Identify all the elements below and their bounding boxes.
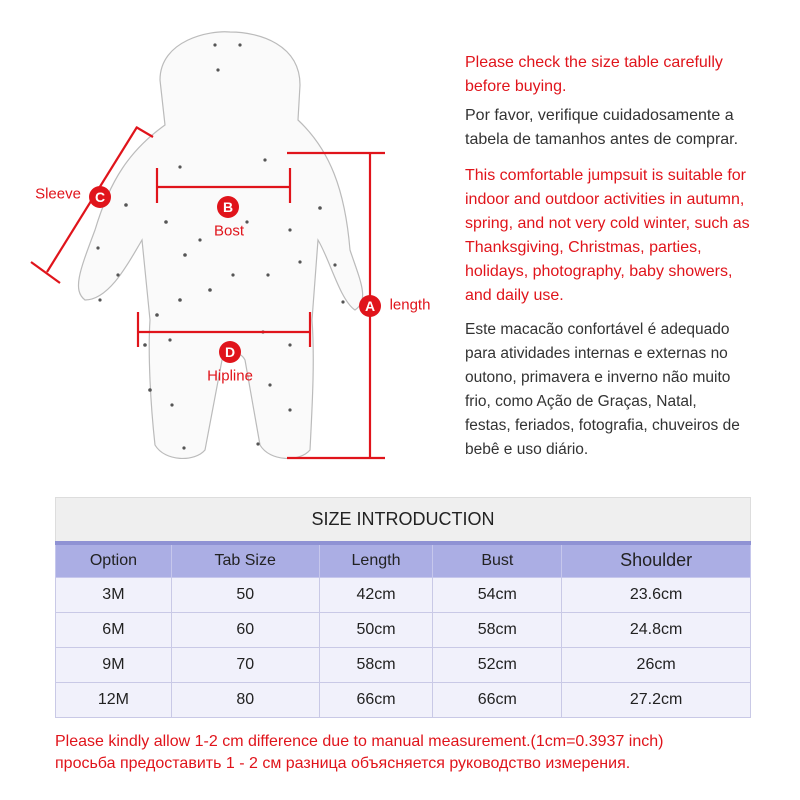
cell: 23.6cm [561, 577, 751, 613]
table-row: 12M 80 66cm 66cm 27.2cm [55, 682, 751, 718]
header-length: Length [318, 542, 434, 578]
cell: 60 [170, 612, 320, 648]
text-line: bebê e uso diário. [465, 441, 589, 458]
check-note-pt: Por favor, verifique cuidadosamente a ta… [465, 104, 738, 152]
text-line: This comfortable jumpsuit is suitable fo… [465, 167, 746, 184]
table-row: 9M 70 58cm 52cm 26cm [55, 647, 751, 683]
cell: 27.2cm [561, 682, 751, 718]
text-line: Por favor, verifique cuidadosamente a [465, 107, 734, 124]
length-label: length [389, 296, 431, 314]
text-line: para atividades internas e externas no [465, 345, 728, 362]
footer-note-en: Please kindly allow 1-2 cm difference du… [55, 733, 664, 750]
table-row: 3M 50 42cm 54cm 23.6cm [55, 577, 751, 613]
cell: 58cm [318, 647, 434, 683]
text-line: indoor and outdoor activities in autumn, [465, 191, 745, 208]
marker-c: C [89, 186, 111, 208]
size-table-title: SIZE INTRODUCTION [55, 497, 751, 545]
cell: 52cm [432, 647, 563, 683]
header-shoulder: Shoulder [561, 542, 751, 578]
description-pt: Este macacão confortável é adequado para… [465, 318, 740, 462]
header-option: Option [55, 542, 172, 578]
marker-d: D [219, 341, 241, 363]
description-en: This comfortable jumpsuit is suitable fo… [465, 164, 750, 308]
cell: 54cm [432, 577, 563, 613]
hipline-label: Hipline [207, 367, 253, 385]
cell: 6M [55, 612, 172, 648]
text-line: outono, primavera e inverno não muito [465, 369, 731, 386]
text-line: festas, feriados, fotografia, chuveiros … [465, 417, 740, 434]
cell: 66cm [318, 682, 434, 718]
bust-label: Bost [213, 222, 245, 240]
text-line: Este macacão confortável é adequado [465, 321, 730, 338]
cell: 9M [55, 647, 172, 683]
text-line: and daily use. [465, 287, 564, 304]
size-table: SIZE INTRODUCTION Option Tab Size Length… [55, 497, 751, 718]
cell: 12M [55, 682, 172, 718]
cell: 70 [170, 647, 320, 683]
header-tab-size: Tab Size [170, 542, 320, 578]
footer-note-ru: просьба предоставить 1 - 2 см разница об… [55, 755, 631, 772]
text-line: holidays, photography, baby showers, [465, 263, 733, 280]
text-line: before buying. [465, 78, 567, 95]
header-bust: Bust [432, 542, 563, 578]
cell: 58cm [432, 612, 563, 648]
cell: 66cm [432, 682, 563, 718]
text-line: Please check the size table carefully [465, 54, 723, 71]
jumpsuit-illustration [30, 31, 385, 460]
cell: 26cm [561, 647, 751, 683]
cell: 80 [170, 682, 320, 718]
text-line: tabela de tamanhos antes de comprar. [465, 131, 739, 148]
text-line: spring, and not very cold winter, such a… [465, 215, 750, 232]
cell: 3M [55, 577, 172, 613]
cell: 42cm [318, 577, 434, 613]
text-line: Thanksgiving, Christmas, parties, [465, 239, 702, 256]
cell: 50cm [318, 612, 434, 648]
table-row: 6M 60 50cm 58cm 24.8cm [55, 612, 751, 648]
cell: 50 [170, 577, 320, 613]
cell: 24.8cm [561, 612, 751, 648]
check-note-en: Please check the size table carefully be… [465, 51, 723, 99]
marker-a: A [359, 295, 381, 317]
text-line: frio, como Ação de Graças, Natal, [465, 393, 697, 410]
marker-b: B [217, 196, 239, 218]
sleeve-label: Sleeve [35, 185, 81, 203]
size-table-header: Option Tab Size Length Bust Shoulder [55, 542, 751, 578]
